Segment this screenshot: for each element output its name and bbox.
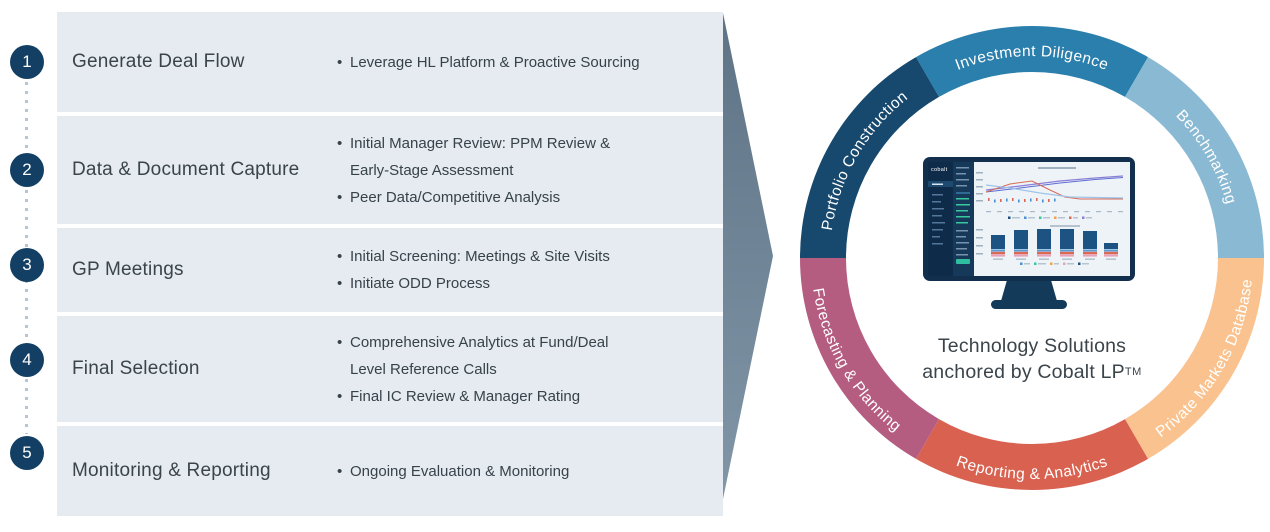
flow-arrow (723, 13, 773, 499)
step-detail: Peer Data/Competitive Analysis (337, 184, 723, 211)
step-details: Ongoing Evaluation & Monitoring (337, 426, 723, 516)
ring-center-caption: Technology Solutions anchored by Cobalt … (882, 333, 1182, 385)
dashboard-bar-chart (976, 225, 1118, 265)
step-number-badge: 3 (10, 248, 44, 282)
step-detail: Ongoing Evaluation & Monitoring (337, 458, 723, 485)
step-details: Leverage HL Platform & Proactive Sourcin… (337, 12, 723, 112)
step-number: 5 (22, 443, 32, 462)
cobalt-logo: cobalt (931, 167, 948, 173)
step-details: Comprehensive Analytics at Fund/Deal Lev… (337, 316, 723, 422)
step-number: 1 (22, 52, 32, 71)
process-step-row: Final Selection Comprehensive Analytics … (57, 316, 723, 422)
caption-line-2: anchored by Cobalt LPTM (922, 361, 1142, 383)
capability-ring: Investment Diligence Benchmarking Privat… (800, 26, 1264, 490)
ring-segment-forecasting-planning (800, 258, 939, 459)
step-number: 2 (22, 160, 32, 179)
step-number: 3 (22, 255, 32, 274)
monitor-stand-base (991, 300, 1067, 309)
step-details: Initial Manager Review: PPM Review & Ear… (337, 116, 723, 224)
step-title: Final Selection (72, 358, 200, 379)
process-step-row: Data & Document Capture Initial Manager … (57, 116, 723, 224)
step-detail: Comprehensive Analytics at Fund/Deal Lev… (337, 329, 723, 383)
process-step-row: Monitoring & Reporting Ongoing Evaluatio… (57, 426, 723, 516)
process-table: Generate Deal Flow Leverage HL Platform … (57, 12, 723, 516)
step-detail: Final IC Review & Manager Rating (337, 383, 723, 410)
ring-segment-investment-diligence (916, 26, 1148, 97)
cobalt-monitor-illustration: cobalt (923, 157, 1135, 309)
monitor-stand-neck (1001, 280, 1057, 301)
step-title: GP Meetings (72, 259, 184, 280)
dashboard-sidebar: cobalt (928, 167, 953, 245)
step-number-badge: 5 (10, 436, 44, 470)
process-step-row: Generate Deal Flow Leverage HL Platform … (57, 12, 723, 112)
process-step-row: GP Meetings Initial Screening: Meetings … (57, 228, 723, 312)
ring-segment-benchmarking (1125, 57, 1264, 258)
dashboard-content (974, 162, 1130, 276)
step-number: 4 (22, 350, 32, 369)
ring-segment-portfolio-construction (800, 57, 939, 258)
step-detail: Initial Screening: Meetings & Site Visit… (337, 243, 723, 270)
step-title: Monitoring & Reporting (72, 460, 271, 481)
dashboard-line-chart (976, 167, 1124, 219)
step-number-badge: 1 (10, 45, 44, 79)
step-details: Initial Screening: Meetings & Site Visit… (337, 228, 723, 312)
step-title: Data & Document Capture (72, 159, 300, 180)
step-title: Generate Deal Flow (72, 51, 245, 72)
line-chart-legend (1008, 216, 1092, 219)
ring-segment-private-markets-database (1125, 258, 1264, 459)
step-detail: Leverage HL Platform & Proactive Sourcin… (337, 49, 723, 76)
step-number-badge: 4 (10, 343, 44, 377)
caption-line-1: Technology Solutions (937, 335, 1127, 357)
trademark-symbol: TM (1124, 366, 1142, 378)
step-detail: Initiate ODD Process (337, 270, 723, 297)
ring-segment-reporting-analytics (916, 419, 1148, 490)
step-detail: Initial Manager Review: PPM Review & Ear… (337, 130, 723, 184)
bar-chart-legend (1020, 262, 1089, 265)
dashboard-submenu-panel (953, 162, 974, 276)
step-number-badge: 2 (10, 153, 44, 187)
arrow-shape (723, 13, 773, 499)
